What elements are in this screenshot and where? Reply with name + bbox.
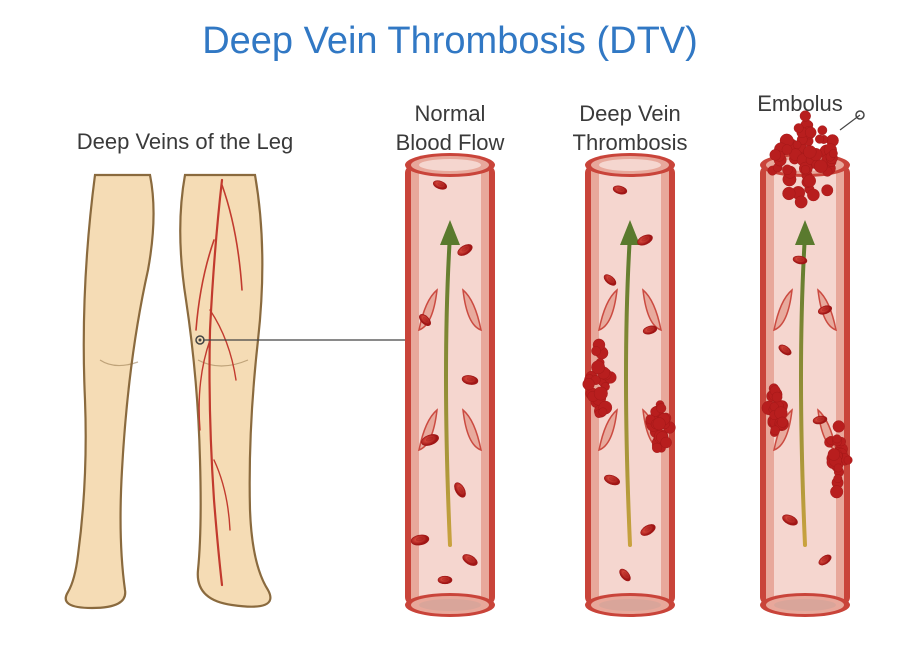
embolus-callout-line [840,111,864,130]
vessel-normal [405,153,495,617]
legs-illustration [66,175,271,608]
vessel-dvt [583,153,676,617]
vessel-embolus [760,111,852,617]
diagram-svg [0,0,900,656]
